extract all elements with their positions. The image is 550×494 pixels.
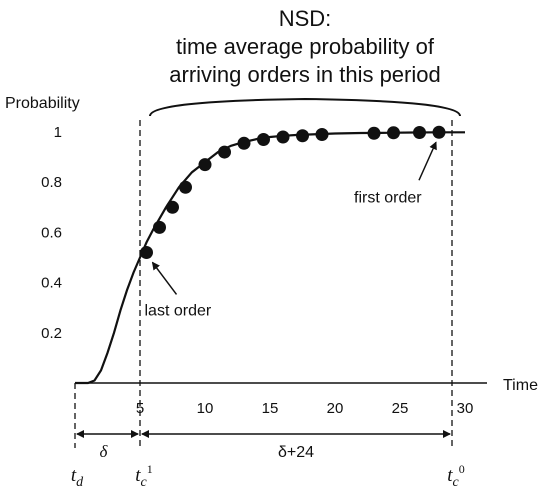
order-marker xyxy=(296,129,309,143)
period-brace xyxy=(149,97,461,117)
order-marker xyxy=(166,200,179,214)
probability-curve xyxy=(75,131,465,385)
delta-label: δ xyxy=(100,442,109,461)
order-marker xyxy=(179,180,192,194)
last-order-arrow xyxy=(151,261,178,295)
y-tick-label: 1 xyxy=(54,124,62,141)
x-tick-label: 20 xyxy=(327,400,344,417)
chart-title: NSD: xyxy=(279,6,332,31)
x-tick-label: 10 xyxy=(197,400,214,417)
order-marker xyxy=(315,128,329,142)
y-axis-label: Probability xyxy=(5,95,80,112)
y-ticks: 0.2 0.4 0.6 0.8 1 xyxy=(41,124,62,342)
chart-subtitle-line-1: time average probability of xyxy=(176,34,435,59)
chart-subtitle-line-2: arriving orders in this period xyxy=(169,62,440,87)
x-tick-label: 30 xyxy=(457,400,474,417)
order-marker xyxy=(237,136,251,150)
order-marker xyxy=(276,130,290,144)
x-tick-label: 25 xyxy=(392,400,409,417)
delta-plus-24-label: δ+24 xyxy=(278,444,314,461)
tc1-label: tc1 xyxy=(135,462,153,490)
y-tick-label: 0.2 xyxy=(41,325,62,342)
x-tick-label: 5 xyxy=(136,400,144,417)
y-tick-label: 0.6 xyxy=(41,224,62,241)
order-marker xyxy=(140,245,153,259)
order-marker xyxy=(432,125,446,139)
order-marker xyxy=(153,220,166,234)
x-ticks: 5 10 15 20 25 30 xyxy=(136,400,474,417)
tc0-label: tc0 xyxy=(447,462,465,490)
y-tick-label: 0.4 xyxy=(41,275,62,292)
order-marker xyxy=(367,126,381,140)
order-marker xyxy=(198,158,212,172)
first-order-label: first order xyxy=(354,189,422,206)
order-markers xyxy=(140,125,446,259)
y-tick-label: 0.8 xyxy=(41,174,62,191)
vertical-dashed-lines xyxy=(74,120,453,448)
td-label: td xyxy=(71,465,84,490)
first-order-arrow xyxy=(418,141,437,181)
x-tick-label: 15 xyxy=(262,400,279,417)
order-marker xyxy=(218,145,231,159)
order-marker xyxy=(387,126,400,140)
last-order-label: last order xyxy=(145,302,212,319)
x-axis-label: Time xyxy=(503,377,538,394)
order-marker xyxy=(257,133,270,147)
order-marker xyxy=(413,126,426,140)
